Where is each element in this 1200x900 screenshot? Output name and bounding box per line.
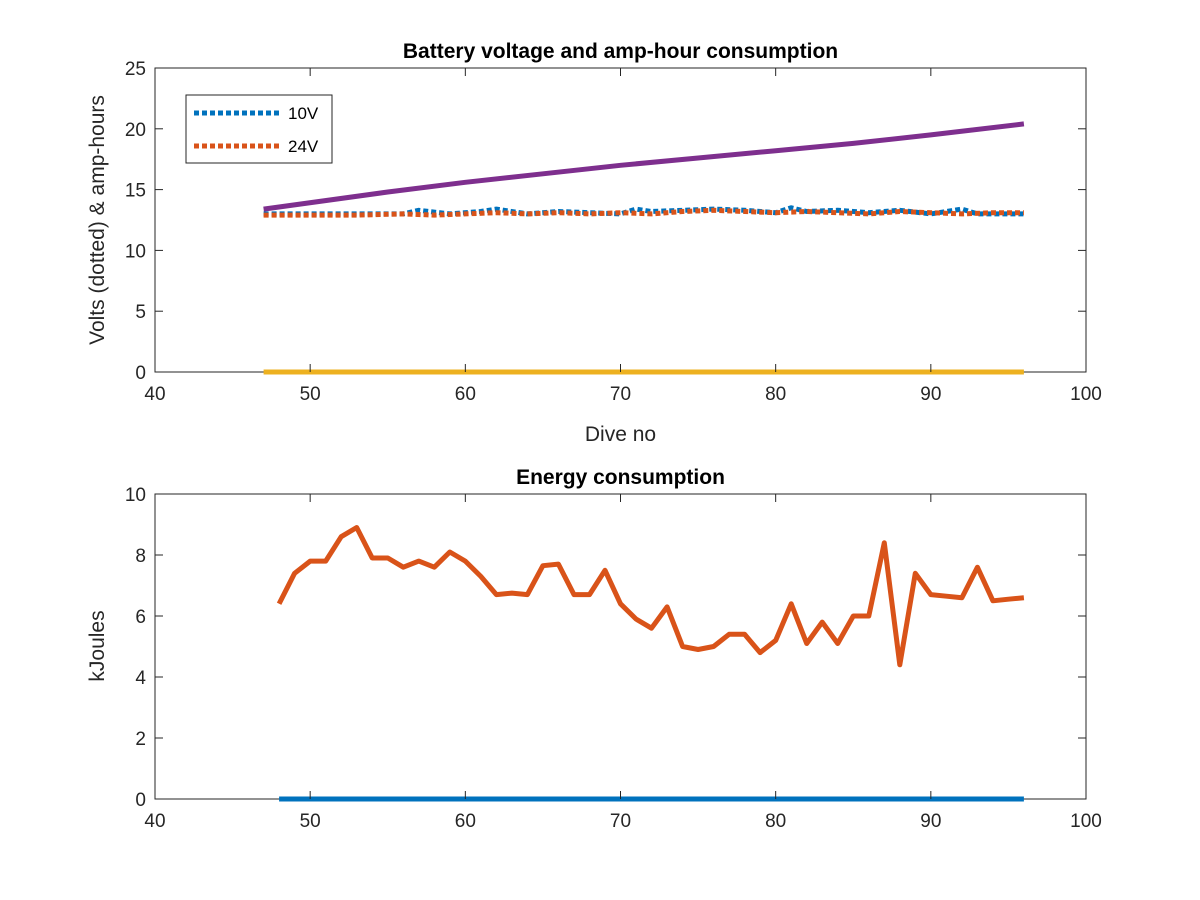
bottom-x-tick-label: 50 [300, 811, 321, 832]
bottom-y-axis-label: kJoules [86, 610, 109, 681]
bottom-chart-title: Energy consumption [516, 466, 725, 489]
bottom-y-tick-label: 10 [125, 485, 146, 506]
top-x-tick-label: 80 [765, 384, 786, 405]
top-y-tick-label: 20 [125, 120, 146, 141]
top-series-line-1 [263, 207, 1024, 218]
top-x-tick-label: 40 [144, 384, 165, 405]
legend-box [185, 94, 333, 164]
top-y-tick-label: 5 [135, 302, 146, 323]
voltage-amphour-chart: 40 50 60 70 80 90 100 0 5 10 15 20 25 Battery voltag… [86, 40, 1102, 446]
top-x-tick-label: 50 [300, 384, 321, 405]
bottom-axes-box [154, 493, 1087, 800]
bottom-x-tick-label: 60 [455, 811, 476, 832]
energy-consumption-chart: 40 50 60 70 80 90 100 0 2 4 6 8 10 Energy consumptio… [86, 466, 1102, 832]
top-x-tick-label: 90 [920, 384, 941, 405]
top-chart-title: Battery voltage and amp-hour consumption [403, 40, 838, 63]
bottom-y-tick-label: 0 [135, 790, 146, 811]
top-ticks-group: 40 50 60 70 80 90 100 0 5 10 15 20 25 [125, 59, 1102, 405]
bottom-y-tick-label: 2 [135, 729, 146, 750]
legend-label-24v: 24V [288, 137, 319, 156]
bottom-x-tick-label: 100 [1070, 811, 1102, 832]
top-x-axis-label: Dive no [585, 423, 656, 446]
bottom-series-line-0 [276, 525, 1025, 668]
top-series-line-3 [263, 121, 1025, 212]
bottom-ticks-group: 40 50 60 70 80 90 100 0 2 4 6 8 10 [125, 485, 1102, 832]
legend-label-10v: 10V [288, 104, 319, 123]
top-series-group [263, 121, 1025, 375]
bottom-x-tick-label: 80 [765, 811, 786, 832]
bottom-y-tick-label: 8 [135, 546, 146, 567]
top-y-axis-label: Volts (dotted) & amp-hours [86, 95, 109, 345]
top-y-tick-label: 10 [125, 241, 146, 262]
top-y-tick-label: 25 [125, 59, 146, 80]
top-legend: 10V 24V [185, 94, 333, 164]
bottom-x-tick-label: 40 [144, 811, 165, 832]
top-y-tick-label: 0 [135, 363, 146, 384]
bottom-x-tick-label: 70 [610, 811, 631, 832]
top-x-tick-label: 70 [610, 384, 631, 405]
bottom-x-tick-label: 90 [920, 811, 941, 832]
bottom-series-group [276, 525, 1025, 802]
bottom-y-tick-label: 4 [135, 668, 146, 689]
top-y-tick-label: 15 [125, 181, 146, 202]
bottom-y-tick-label: 6 [135, 607, 146, 628]
top-x-tick-label: 100 [1070, 384, 1102, 405]
top-x-tick-label: 60 [455, 384, 476, 405]
